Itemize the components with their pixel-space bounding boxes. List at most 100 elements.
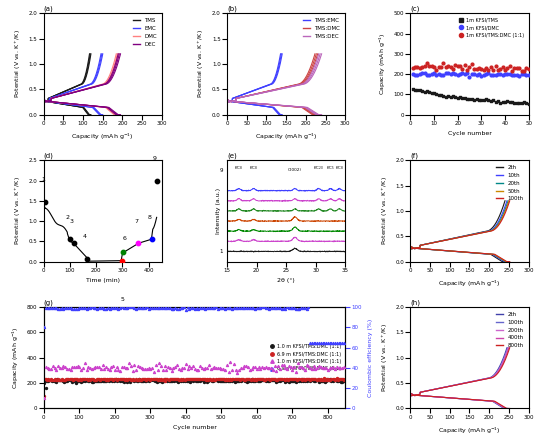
Point [166, 305, 174, 312]
Point [208, 377, 216, 385]
Point [152, 361, 160, 369]
Point [219, 377, 227, 385]
Point [288, 367, 297, 374]
Point [185, 376, 194, 383]
Point [130, 361, 139, 369]
Point [465, 63, 474, 70]
Point [165, 377, 174, 385]
Point [146, 365, 155, 373]
Point [208, 305, 217, 312]
Point [88, 378, 96, 385]
Point [154, 376, 162, 383]
Point [331, 365, 340, 372]
Point [93, 376, 101, 383]
Point [279, 361, 288, 369]
Point [135, 376, 143, 383]
Point [253, 377, 262, 385]
Point [477, 73, 486, 80]
Point [487, 64, 495, 71]
Point [324, 377, 332, 384]
Point [453, 63, 462, 70]
Point [106, 375, 114, 382]
Point [50, 377, 59, 385]
Point [114, 376, 123, 383]
Point [219, 376, 227, 383]
Point [156, 376, 165, 383]
Point [449, 93, 457, 100]
Point [446, 93, 455, 100]
Point [296, 376, 305, 383]
Point [330, 377, 339, 384]
Point [175, 377, 184, 385]
Point [318, 339, 327, 346]
Point [159, 378, 167, 385]
Point [149, 377, 158, 384]
Point [451, 62, 459, 69]
Point [221, 366, 229, 373]
Point [66, 366, 75, 373]
Point [263, 304, 272, 311]
Point [129, 377, 138, 384]
Point [260, 377, 269, 384]
Point [319, 378, 328, 385]
Point [61, 376, 70, 383]
Text: (a): (a) [44, 5, 53, 12]
Point [216, 377, 225, 385]
Point [331, 376, 340, 383]
Point [173, 305, 181, 312]
Point [144, 305, 153, 313]
Point [155, 377, 163, 385]
Point [54, 377, 63, 384]
Point [238, 305, 247, 312]
Point [439, 59, 448, 67]
Point [57, 304, 66, 311]
Point [300, 305, 309, 312]
Point [451, 94, 459, 101]
Point [329, 363, 337, 370]
Point [98, 377, 107, 384]
Point [302, 305, 311, 313]
Point [262, 377, 271, 385]
Point [162, 376, 171, 383]
Point [41, 304, 50, 311]
Point [193, 376, 202, 383]
Point [415, 70, 424, 77]
Point [420, 62, 429, 69]
Point [123, 364, 132, 371]
Point [232, 377, 241, 385]
Point [226, 359, 235, 366]
Point [297, 377, 306, 384]
Point [75, 377, 83, 385]
Point [135, 304, 144, 311]
Point [162, 376, 171, 383]
Point [301, 376, 310, 383]
Point [64, 365, 73, 373]
Point [221, 305, 229, 312]
Point [135, 363, 144, 370]
Point [117, 376, 126, 383]
Point [137, 375, 146, 382]
Point [143, 303, 152, 310]
Point [81, 377, 90, 385]
Point [43, 377, 52, 384]
Point [282, 376, 291, 383]
Point [148, 376, 157, 383]
Point [332, 363, 341, 370]
Point [337, 378, 346, 385]
Point [89, 305, 98, 312]
Point [413, 63, 422, 70]
Point [172, 375, 180, 382]
Point [217, 376, 226, 383]
Point [102, 375, 111, 382]
Point [75, 376, 83, 383]
Point [280, 376, 289, 383]
Point [238, 375, 246, 382]
Point [234, 376, 243, 383]
Point [54, 377, 63, 384]
Point [107, 377, 116, 384]
Point [114, 376, 123, 383]
Point [94, 378, 102, 385]
Point [88, 304, 96, 311]
Point [171, 377, 179, 384]
Point [177, 377, 186, 384]
